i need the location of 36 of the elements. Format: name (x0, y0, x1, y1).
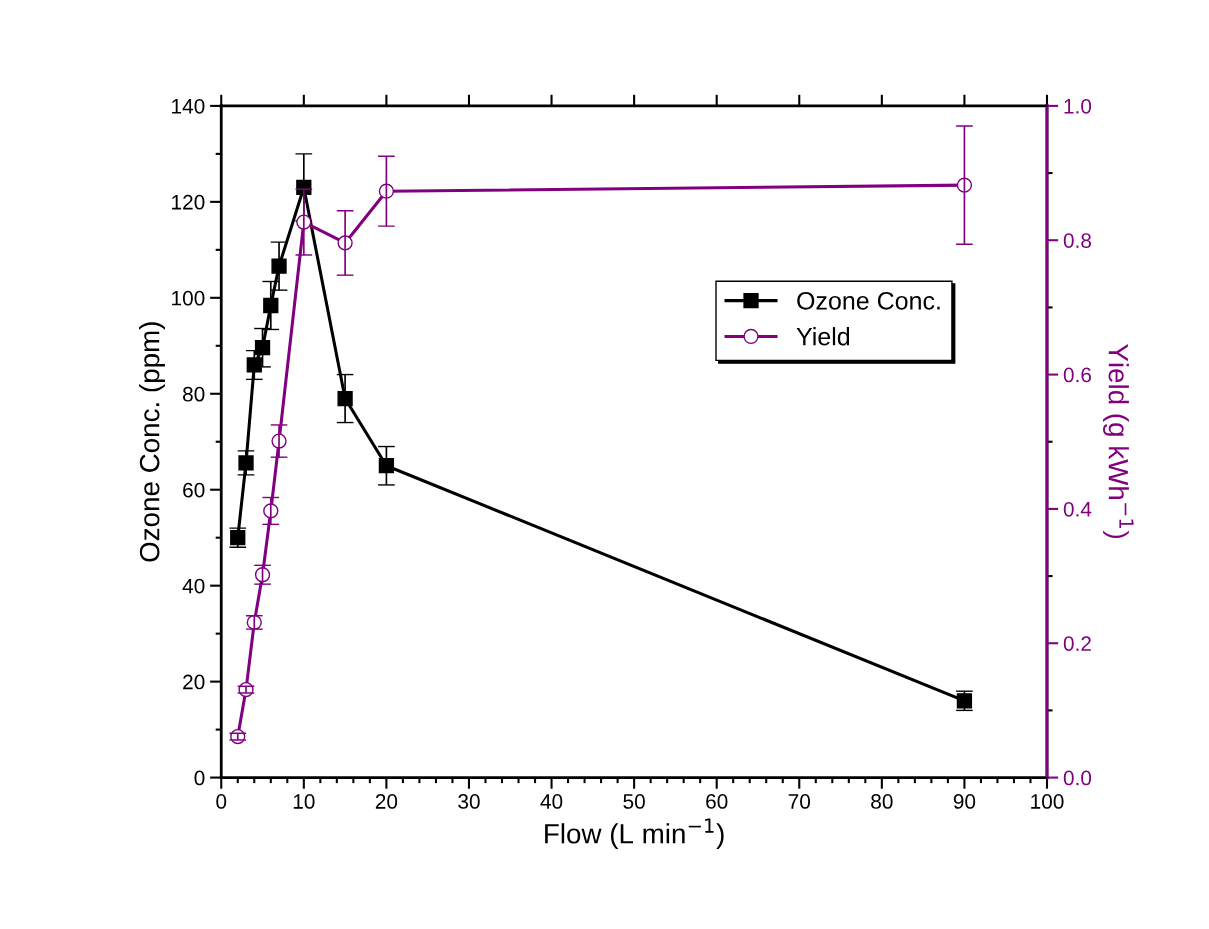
y2-tick-label: 0.0 (1063, 770, 1092, 786)
point (956, 177, 973, 193)
y2-tick-label: 0.6 (1063, 367, 1092, 383)
y2-tick-label: 0.8 (1063, 233, 1092, 248)
x-axis-title: Flow (L min$^{−1}$) (545, 818, 724, 850)
x-tick-label: 90 (953, 794, 976, 809)
x-tick-label: 50 (623, 794, 645, 809)
y2-tick-label: 0.4 (1063, 501, 1092, 517)
y-tick-label: 80 (183, 386, 205, 402)
y-tick-label: 140 (172, 98, 205, 114)
legend-label: Yield (796, 327, 850, 346)
y2-tick-label: 0.2 (1063, 636, 1091, 651)
y-tick-label: 0 (194, 770, 205, 786)
x-tick-label: 0 (216, 794, 227, 809)
x-tick-label: 40 (540, 794, 563, 809)
y-tick-label: 100 (172, 290, 205, 306)
y2-tick-label: 1.0 (1064, 98, 1092, 114)
x-tick-label: 60 (706, 794, 728, 809)
y-tick-label: 20 (183, 674, 205, 690)
y2-axis-title: Yield (g kWh$^{−1}$) (1103, 344, 1134, 539)
point (378, 183, 395, 199)
point (378, 458, 395, 474)
y-tick-label: 40 (182, 578, 205, 594)
legend-label: Ozone Conc. (797, 291, 940, 310)
x-tick-label: 70 (788, 794, 811, 809)
x-tick-label: 20 (375, 794, 398, 809)
point (337, 390, 353, 407)
x-tick-label: 100 (1031, 794, 1064, 809)
y-tick-label: 120 (172, 194, 205, 210)
x-tick-label: 80 (871, 794, 893, 809)
point (238, 455, 254, 471)
point (271, 258, 287, 274)
y-axis-title: Ozone Conc. (ppm) (139, 322, 165, 562)
x-tick-label: 10 (293, 794, 315, 809)
y-tick-label: 60 (183, 482, 205, 498)
x-tick-label: 30 (458, 794, 480, 809)
